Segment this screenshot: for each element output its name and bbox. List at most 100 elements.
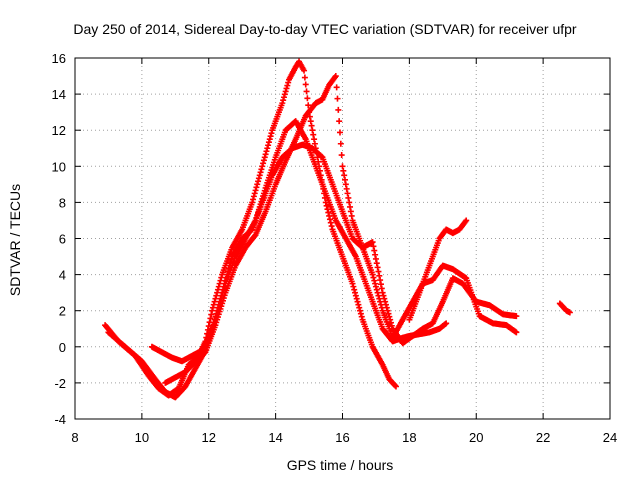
data-point — [252, 187, 259, 194]
data-point — [308, 122, 315, 129]
data-point — [338, 152, 345, 159]
data-point — [377, 298, 384, 305]
data-point — [228, 256, 235, 263]
data-point — [378, 304, 385, 311]
y-tick-label: 10 — [52, 159, 66, 174]
data-point — [255, 175, 262, 182]
data-point — [333, 84, 340, 91]
x-tick-label: 22 — [536, 430, 550, 445]
y-tick-label: 6 — [59, 232, 66, 247]
data-point — [369, 271, 376, 278]
data-point — [373, 260, 380, 267]
data-point — [344, 190, 351, 197]
data-point — [406, 316, 413, 323]
data-point — [372, 255, 379, 262]
data-point — [328, 223, 335, 230]
x-tick-label: 24 — [603, 430, 617, 445]
data-point — [326, 212, 333, 219]
data-point — [224, 271, 231, 278]
data-point — [305, 102, 312, 109]
data-point — [267, 133, 274, 140]
data-point — [377, 277, 384, 284]
data-point — [311, 136, 318, 143]
data-point — [285, 79, 292, 86]
data-point — [355, 301, 362, 308]
data-point — [377, 281, 384, 288]
data-point — [347, 208, 354, 215]
data-point — [211, 298, 218, 305]
data-point — [259, 163, 266, 170]
data-point — [381, 295, 388, 302]
x-tick-label: 14 — [268, 430, 282, 445]
data-point — [351, 286, 358, 293]
data-point — [385, 310, 392, 317]
data-point — [358, 313, 365, 320]
data-point — [357, 310, 364, 317]
y-tick-label: 16 — [52, 51, 66, 66]
data-markers — [102, 58, 573, 401]
x-tick-label: 10 — [135, 430, 149, 445]
data-point — [260, 160, 267, 167]
data-point — [281, 91, 288, 98]
data-point — [280, 97, 287, 104]
data-point — [513, 313, 520, 320]
data-point — [370, 243, 377, 250]
data-point — [301, 74, 308, 81]
y-tick-label: -2 — [54, 376, 66, 391]
y-tick-label: 4 — [59, 268, 66, 283]
data-point — [257, 169, 264, 176]
data-point — [215, 283, 222, 290]
y-tick-label: 8 — [59, 195, 66, 210]
data-point — [250, 193, 257, 200]
data-point — [283, 85, 290, 92]
data-point — [227, 259, 234, 266]
data-point — [256, 172, 263, 179]
data-point — [209, 304, 216, 311]
data-point — [301, 67, 308, 74]
data-point — [392, 382, 399, 389]
data-point — [255, 178, 262, 185]
data-point — [463, 217, 470, 224]
data-point — [332, 73, 339, 80]
data-point — [556, 300, 563, 307]
data-point — [339, 163, 346, 170]
data-point — [284, 82, 291, 89]
data-point — [380, 292, 387, 299]
data-point — [102, 322, 109, 329]
data-point — [251, 190, 258, 197]
data-point — [258, 166, 265, 173]
data-point — [376, 295, 383, 302]
y-tick-label: 2 — [59, 304, 66, 319]
y-axis-label: SDTVAR / TECUs — [7, 184, 23, 296]
x-axis-ticks: 8 10 12 14 16 18 20 22 24 — [71, 58, 617, 445]
data-point — [217, 277, 224, 284]
data-point — [223, 274, 230, 281]
data-point — [280, 94, 287, 101]
series-track-3 — [149, 141, 520, 365]
data-point — [325, 209, 332, 216]
chart-title: Day 250 of 2014, Sidereal Day-to-day VTE… — [73, 21, 577, 37]
data-point — [382, 298, 389, 305]
data-point — [372, 251, 379, 258]
y-tick-label: 14 — [52, 87, 66, 102]
data-point — [323, 202, 330, 209]
data-point — [566, 309, 573, 316]
data-point — [279, 100, 286, 107]
y-tick-label: 0 — [59, 340, 66, 355]
data-point — [340, 167, 347, 174]
data-point — [326, 216, 333, 223]
y-axis-ticks: -4 -2 0 2 4 6 8 10 12 14 16 — [52, 51, 610, 427]
data-point — [249, 199, 256, 206]
data-point — [376, 272, 383, 279]
data-point — [311, 140, 318, 147]
data-point — [349, 280, 356, 287]
data-point — [374, 264, 381, 271]
data-point — [352, 289, 359, 296]
series-track-5 — [407, 217, 470, 321]
y-tick-label: 12 — [52, 123, 66, 138]
data-point — [260, 157, 267, 164]
x-axis-label: GPS time / hours — [287, 457, 394, 473]
x-tick-label: 16 — [335, 430, 349, 445]
data-point — [377, 301, 384, 308]
